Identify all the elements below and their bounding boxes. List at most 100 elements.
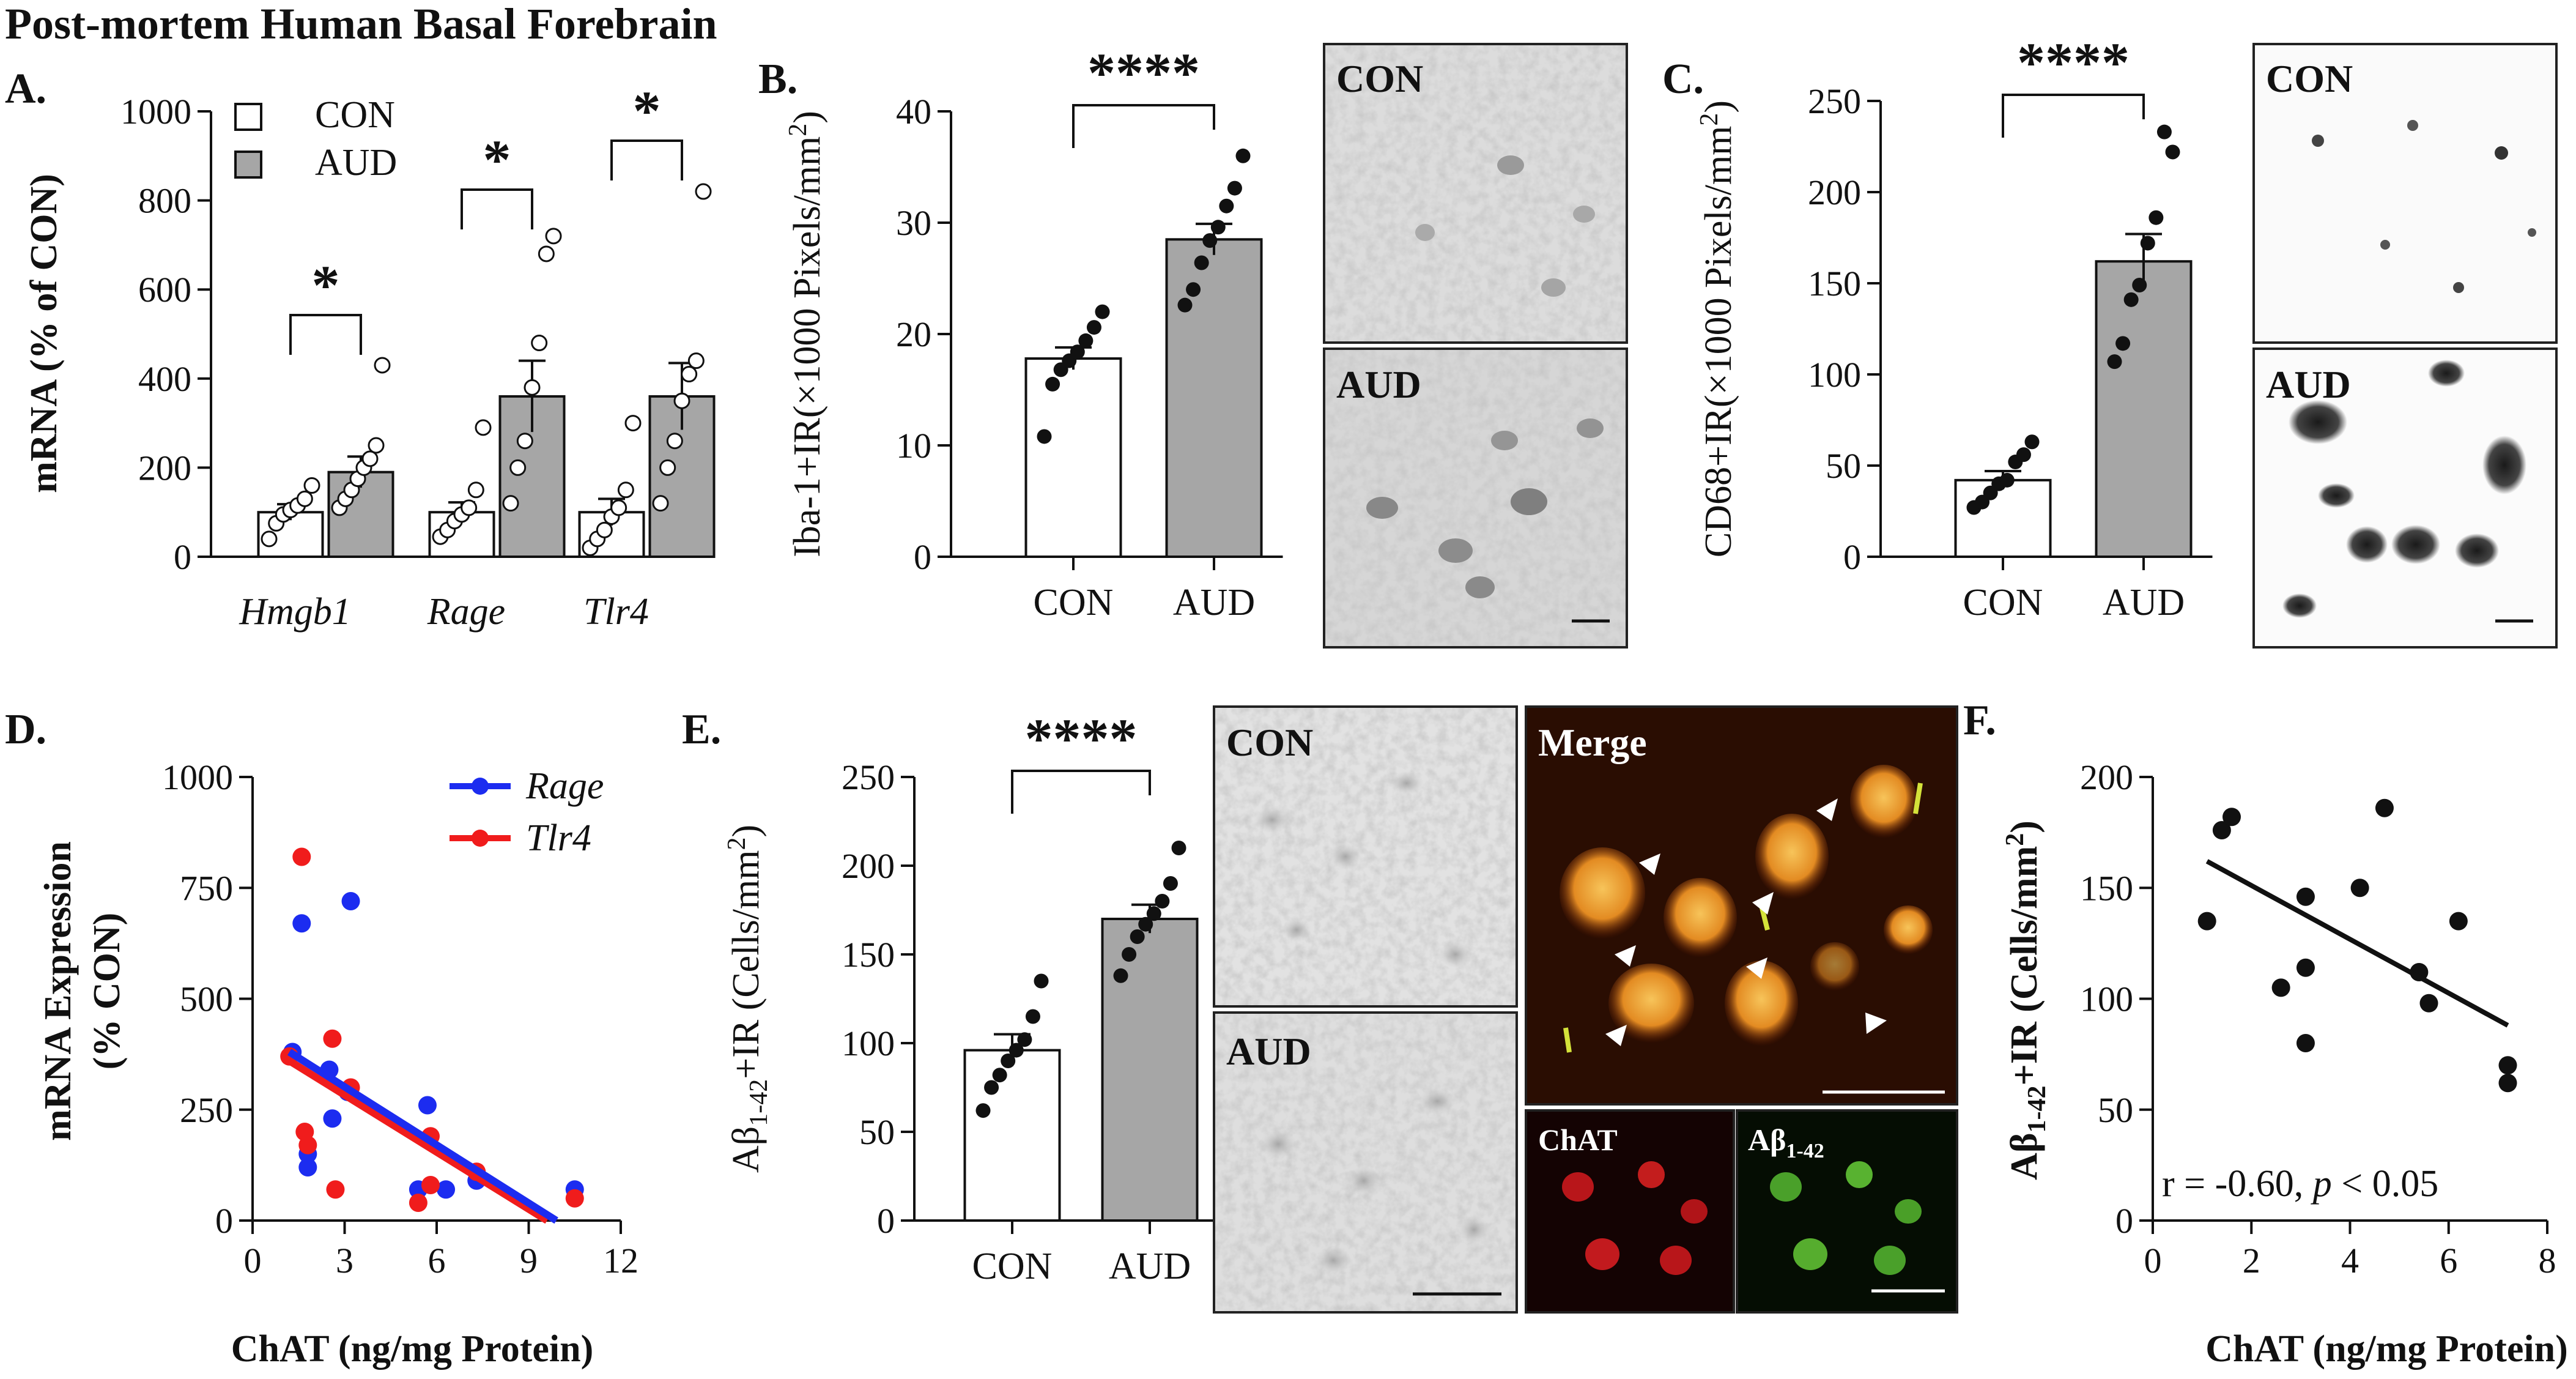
chart-a-point	[475, 419, 492, 436]
chart-a-point	[624, 415, 642, 432]
chart-a-point	[652, 495, 669, 512]
micrograph-e-chat-label: ChAT	[1538, 1123, 1618, 1157]
chart-a-sig-stars: *	[633, 80, 661, 142]
chart-a-sig-bracket	[610, 139, 683, 180]
chart-a-point	[261, 530, 278, 548]
chart-a-point	[673, 392, 690, 409]
chart-f-y-tick-label: 100	[2080, 979, 2133, 1019]
chart-c-bar	[1954, 478, 2052, 559]
chart-e-x-tick-label: CON	[972, 1246, 1053, 1287]
micrograph-e-abeta: Aβ1-42	[1736, 1109, 1958, 1314]
chart-a-point	[303, 477, 320, 494]
chart-b-point	[1070, 344, 1085, 360]
chart-d-point-tlr4	[326, 1180, 345, 1199]
chart-c-y-label-part: 2	[1695, 113, 1723, 126]
chart-f-point	[2296, 958, 2315, 977]
chart-b-x-tick-label: AUD	[1173, 582, 1255, 623]
chart-d-fit-rage	[287, 1049, 558, 1224]
chart-e-bar	[1101, 918, 1199, 1222]
chart-b-x-tick-label: CON	[1034, 582, 1114, 623]
chart-a-point	[538, 245, 555, 262]
chart-b-bar	[1165, 238, 1263, 558]
chart-a-point	[467, 481, 484, 499]
chart-a-point	[531, 335, 548, 352]
chart-a-y-tick-label: 600	[138, 270, 191, 310]
chart-d-y-tick-label: 0	[215, 1201, 233, 1241]
chart-f: 0 50 100 150 200 0 2 4 6 8 ChAT (ng/mg Protein) Aβ1…	[2001, 757, 2568, 1370]
chart-f-y-label: Aβ1-42+IR (Cells/mm2)	[2001, 820, 2051, 1180]
chart-d-x-tick-label: 0	[244, 1241, 262, 1280]
panel-label-c: C.	[1662, 56, 1704, 103]
chart-a-point	[461, 499, 478, 516]
chart-d-x-tick-label: 9	[520, 1241, 538, 1280]
chart-e-point	[1025, 1009, 1040, 1024]
chart-f-y-label-part: 1-42	[2023, 1085, 2051, 1132]
chart-d-y-tick-label: 500	[180, 979, 233, 1019]
chart-f-y-tick-label: 50	[2098, 1090, 2133, 1130]
chart-e-y-tick-label: 150	[842, 935, 895, 975]
chart-a-legend-swatch	[234, 103, 262, 131]
panel-label-d: D.	[5, 706, 46, 753]
chart-e-y-label-part: Aβ	[725, 1126, 767, 1173]
chart-f-y-label-part: )	[2004, 820, 2045, 833]
chart-c-point	[2149, 210, 2164, 225]
chart-d-x-tick-label: 3	[336, 1241, 353, 1280]
chart-e-point	[1146, 906, 1161, 921]
chart-a-x-tick-label: Hmgb1	[239, 591, 351, 633]
chart-d-point-rage	[341, 892, 360, 910]
chart-d-y-tick-label: 250	[180, 1090, 233, 1130]
chart-f-point	[2350, 879, 2369, 898]
chart-f-y-label-part: +IR (Cells/mm	[2004, 846, 2045, 1086]
chart-e-point	[1113, 968, 1128, 983]
chart-e-point	[1138, 916, 1153, 932]
chart-b-y-label-part: )	[786, 111, 828, 124]
chart-b-point	[1227, 180, 1242, 196]
chart-d-point-rage	[298, 1158, 317, 1176]
chart-a-sig-stars: *	[483, 128, 511, 191]
chart-f-y-tick-label: 0	[2115, 1201, 2133, 1241]
chart-c-y-tick-label: 200	[1808, 173, 1861, 212]
chart-d-y-label-part: mRNA Expression	[37, 841, 79, 1141]
panel-label-a: A.	[5, 65, 46, 113]
chart-a-y-tick-label: 1000	[120, 92, 191, 132]
chart-a-y-tick-label: 0	[174, 537, 191, 577]
chart-f-x-tick-label: 4	[2341, 1241, 2359, 1280]
chart-d-point-tlr4	[565, 1189, 584, 1208]
chart-b-point	[1045, 376, 1060, 392]
chart-e-sig-bracket	[1011, 770, 1151, 814]
chart-a-x-tick-label: Rage	[427, 591, 505, 633]
micrograph-c-aud: AUD	[2252, 348, 2558, 649]
chart-f-point	[2271, 978, 2290, 997]
chart-e-y-tick-label: 200	[842, 846, 895, 886]
chart-d-legend-label: Rage	[525, 765, 604, 807]
chart-d-point-rage	[418, 1096, 437, 1115]
micrograph-e-chat: ChAT	[1525, 1109, 1735, 1314]
chart-d-legend-marker	[472, 778, 489, 795]
chart-b-point	[1037, 429, 1052, 444]
chart-d-y-label: mRNA Expression	[37, 841, 79, 1141]
chart-b-point	[1086, 320, 1101, 335]
chart-e-point	[1163, 876, 1178, 891]
chart-d-point-tlr4	[292, 847, 311, 866]
chart-c-y-tick-label: 150	[1808, 264, 1861, 303]
chart-c-point	[2123, 292, 2139, 307]
chart-e-y-tick-label: 100	[842, 1024, 895, 1063]
chart-e-point	[992, 1068, 1007, 1083]
chart-d-point-tlr4	[409, 1194, 427, 1212]
chart-c-y-label-part: )	[1698, 100, 1739, 113]
chart-f-fit-line	[2205, 859, 2509, 1028]
chart-b-point	[1194, 255, 1209, 270]
chart-c-point	[2107, 354, 2122, 370]
chart-c-y-tick-label: 100	[1808, 355, 1861, 395]
chart-e-point	[1171, 841, 1186, 855]
chart-f-y-tick-label: 200	[2080, 757, 2133, 797]
chart-b-y-tick-label: 40	[896, 92, 931, 132]
chart-c-point	[2140, 236, 2155, 251]
chart-e-point	[1130, 929, 1145, 944]
chart-f-y-label-part: Aβ	[2004, 1132, 2045, 1180]
chart-d-legend-label: Tlr4	[526, 817, 591, 859]
chart-a-y-tick-label: 400	[138, 359, 191, 399]
panel-label-e: E.	[682, 706, 721, 753]
chart-d-point-rage	[437, 1180, 456, 1199]
chart-c: 0 50 100 150 200 250 CD68+IR(×1000 Pixels/mm2)…	[1695, 31, 2213, 623]
